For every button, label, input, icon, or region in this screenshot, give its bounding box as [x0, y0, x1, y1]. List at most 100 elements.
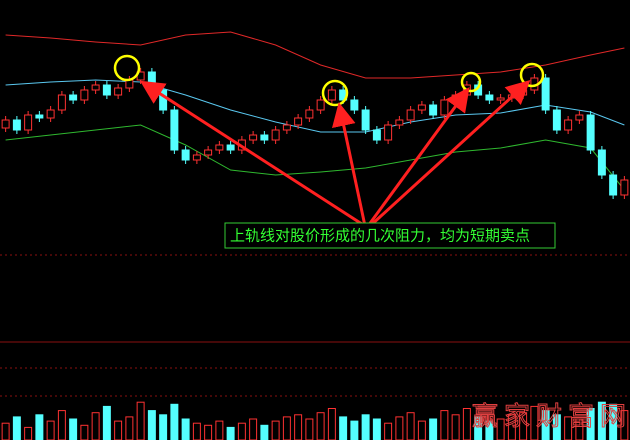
candle-body: [91, 84, 100, 91]
volume-bar: [136, 401, 145, 440]
volume-bar: [170, 403, 179, 440]
candle-body: [12, 119, 21, 131]
band-line: [5, 124, 625, 191]
candle-body: [609, 174, 618, 196]
volume-bar: [181, 418, 190, 440]
volume-bar: [57, 410, 66, 440]
candle-body: [597, 149, 606, 176]
volume-bar: [215, 420, 224, 440]
arrow: [331, 102, 367, 227]
volume-bar: [80, 424, 89, 440]
volume-bar: [1, 422, 10, 440]
volume-bar: [249, 418, 258, 440]
candle-body: [406, 109, 415, 121]
candle-body: [417, 104, 426, 111]
volume-bar: [147, 410, 156, 440]
candle-body: [327, 89, 336, 101]
highlight-circle: [460, 71, 482, 93]
arrow: [366, 87, 470, 227]
note-box: [224, 222, 556, 249]
volume-bar: [327, 408, 336, 440]
candle-body: [620, 179, 629, 196]
candle-body: [496, 97, 505, 101]
volume-bar: [91, 412, 100, 440]
candle-body: [316, 99, 325, 111]
candle-body: [204, 149, 213, 156]
highlight-circle: [519, 62, 545, 88]
candle-body: [384, 124, 393, 141]
candle-body: [282, 124, 291, 131]
candle-body: [226, 144, 235, 151]
candle-body: [181, 149, 190, 161]
volume-bar: [519, 412, 528, 440]
candle-body: [46, 109, 55, 119]
arrow: [368, 79, 531, 228]
candle-body: [395, 119, 404, 126]
volume-bar: [496, 418, 505, 440]
volume-bar: [204, 424, 213, 440]
volume-bar: [125, 416, 134, 440]
candle-body: [372, 129, 381, 141]
volume-bar: [417, 420, 426, 440]
candle-body: [305, 109, 314, 119]
volume-bar: [339, 416, 348, 440]
annotations: 上轨线对股价形成的几次阻力，均为短期卖点 赢家财富网: [113, 54, 627, 433]
volume-bar: [226, 426, 235, 440]
volume-bar: [406, 412, 415, 440]
candle-body: [451, 94, 460, 101]
candle-body: [586, 114, 595, 151]
candle-body: [114, 87, 123, 96]
note-text: 上轨线对股价形成的几次阻力，均为短期卖点: [230, 227, 530, 245]
candle-body: [429, 104, 438, 116]
candle-body: [260, 134, 269, 141]
volume-bar: [305, 418, 314, 440]
candle-body: [552, 109, 561, 131]
candle-body: [564, 119, 573, 131]
candle-body: [440, 99, 449, 116]
volume-bar: [294, 414, 303, 440]
candle-body: [215, 144, 224, 151]
volume-bar: [451, 414, 460, 440]
candle-body: [102, 84, 111, 96]
volume-bar: [69, 418, 78, 440]
volume-bar: [429, 418, 438, 440]
volume-bar: [586, 408, 595, 440]
volume-bar: [440, 410, 449, 440]
candle-body: [271, 129, 280, 141]
candle-body: [361, 109, 370, 131]
volume-bar: [159, 414, 168, 440]
volume-bar: [46, 420, 55, 440]
volume-bar: [271, 420, 280, 440]
candle-body: [350, 99, 359, 111]
volume-bar: [282, 416, 291, 440]
candle-body: [294, 117, 303, 126]
arrow: [139, 80, 366, 228]
volume-bar: [260, 424, 269, 440]
watermark: 赢家财富网: [472, 402, 626, 432]
plot: [1, 31, 629, 440]
candle-body: [249, 134, 258, 141]
candle-body: [1, 119, 10, 129]
volume-bar: [12, 416, 21, 440]
volume-bar: [316, 412, 325, 440]
volume-bar: [395, 416, 404, 440]
candle-body: [485, 94, 494, 101]
candle-body: [575, 114, 584, 121]
volume-bar: [620, 410, 629, 440]
volume-bar: [597, 401, 606, 440]
band-line: [5, 79, 625, 133]
candle-body: [57, 94, 66, 111]
candle-body: [24, 114, 33, 131]
band-line: [5, 31, 625, 79]
candle-body: [170, 109, 179, 151]
candle-body: [35, 114, 44, 119]
volume-bar: [350, 420, 359, 440]
candle-body: [69, 94, 78, 101]
volume-bar: [372, 418, 381, 440]
volume-bar: [485, 420, 494, 440]
candle-body: [192, 154, 201, 161]
volume-bar: [575, 418, 584, 440]
